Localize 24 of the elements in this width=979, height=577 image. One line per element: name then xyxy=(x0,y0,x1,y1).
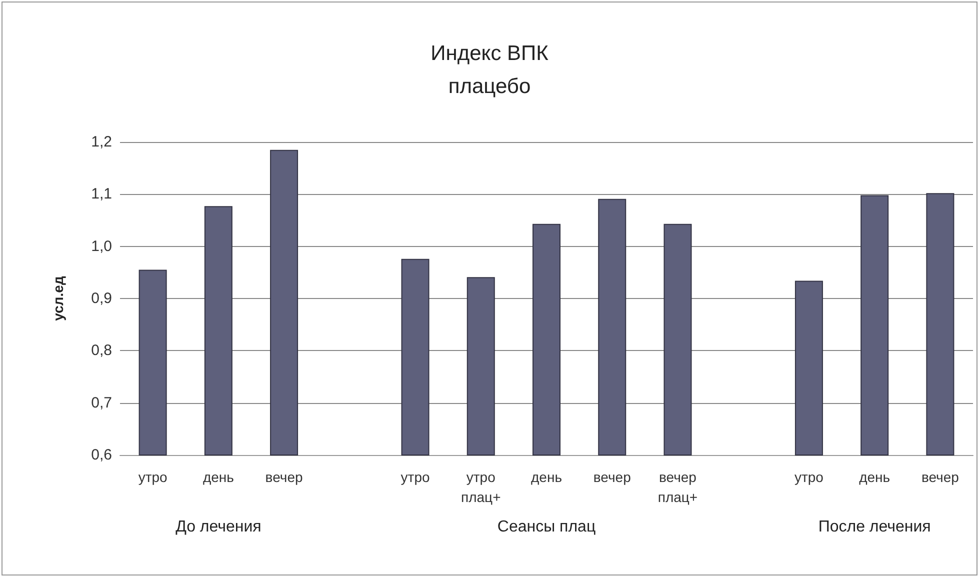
x-tick-label: день xyxy=(859,469,890,485)
y-axis-title: усл.ед xyxy=(50,276,66,321)
y-tick-label: 0,6 xyxy=(91,446,112,464)
x-tick-label: день xyxy=(202,469,234,485)
x-tick-label: вечер xyxy=(921,469,960,485)
x-tick-label: утро xyxy=(138,469,168,485)
y-tick-label: 1,1 xyxy=(91,186,112,203)
y-tick-label: 1,2 xyxy=(91,134,112,150)
x-tick-label: вечер xyxy=(593,469,632,485)
y-tick-label: 0,9 xyxy=(91,290,112,307)
text: До лечения xyxy=(176,518,262,536)
x-tick-label: вечер плац+ xyxy=(658,469,698,505)
y-tick-label: 1,0 xyxy=(91,238,112,255)
x-tick-label: день xyxy=(531,469,562,485)
x-tick-label: утро xyxy=(400,469,430,485)
text: После лечения xyxy=(818,518,931,536)
chart-subtitle: плацебо xyxy=(448,75,531,98)
y-tick-label: 0,8 xyxy=(91,342,112,360)
x-tick-label: утро xyxy=(794,469,824,485)
x-tick-label: утро плац+ xyxy=(461,469,501,505)
x-tick-label: вечер xyxy=(265,469,303,485)
y-tick-label: 0,7 xyxy=(91,394,112,412)
chart-title: Индекс ВПК xyxy=(430,42,550,65)
text: Сеансы плац xyxy=(497,518,596,536)
